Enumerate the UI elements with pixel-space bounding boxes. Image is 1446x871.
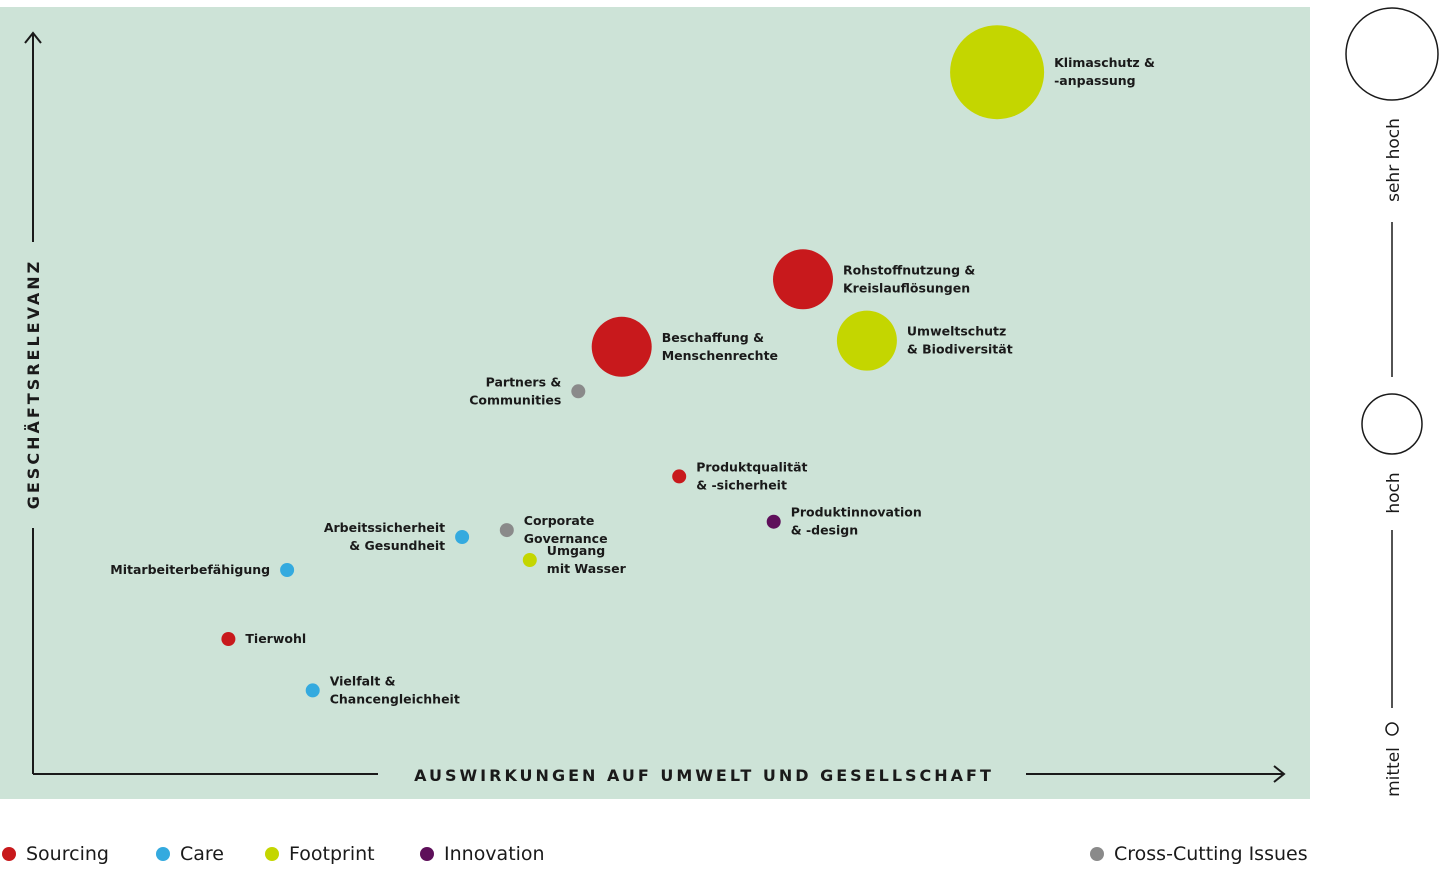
- data-points: Klimaschutz & -anpassung Rohstoffnutzung &…: [110, 25, 1155, 706]
- bubble-label: Arbeitssicherheit & Gesundheit: [324, 520, 445, 553]
- bubble-label: Produktinnovation & -design: [791, 505, 922, 538]
- bubble-innovation: [766, 514, 781, 529]
- y-axis-label: GESCHÄFTSRELEVANZ: [24, 259, 43, 510]
- bubble-label: Rohstoffnutzung & Kreislauflösungen: [843, 262, 975, 295]
- legend-label-sourcing: Sourcing: [26, 843, 109, 865]
- bubble-sourcing: [672, 469, 687, 484]
- legend-item-footprint: Footprint: [265, 838, 375, 870]
- legend-dot-sourcing: [2, 847, 16, 861]
- x-axis-label: AUSWIRKUNGEN AUF UMWELT UND GESELLSCHAFT: [414, 766, 994, 785]
- bubble-care: [455, 530, 470, 544]
- bubble-sourcing: [221, 632, 236, 646]
- bubble-label: Tierwohl: [245, 631, 306, 646]
- bubble-label: Partners & Communities: [469, 374, 561, 407]
- legend-item-care: Care: [156, 838, 224, 870]
- bubble-label: Umgang mit Wasser: [547, 543, 627, 576]
- legend-label-footprint: Footprint: [289, 843, 375, 865]
- bubble-label: Klimaschutz & -anpassung: [1054, 55, 1155, 88]
- category-legend: Sourcing Care Footprint Innovation Cross…: [0, 838, 1446, 870]
- bubble-sourcing: [773, 249, 833, 310]
- size-legend-circle-sehr-hoch: [1345, 7, 1439, 101]
- legend-item-cross-cutting: Cross-Cutting Issues: [1090, 838, 1308, 870]
- bubble-label: Vielfalt & Chancengleichheit: [330, 673, 460, 706]
- legend-item-innovation: Innovation: [420, 838, 545, 870]
- x-axis: AUSWIRKUNGEN AUF UMWELT UND GESELLSCHAFT: [33, 765, 1286, 785]
- legend-dot-innovation: [420, 847, 434, 861]
- legend-label-care: Care: [180, 843, 224, 865]
- bubble-footprint: [522, 553, 537, 567]
- bubble-label: Mitarbeiterbefähigung: [110, 562, 270, 577]
- bubble-footprint: [836, 310, 897, 371]
- bubble-sourcing: [591, 316, 652, 377]
- size-legend-label-hoch: hoch: [1384, 472, 1404, 513]
- legend-label-cross-cutting: Cross-Cutting Issues: [1114, 843, 1308, 865]
- bubble-care: [305, 683, 320, 698]
- size-legend-label-mittel: mittel: [1384, 747, 1404, 797]
- chart-background-panel: [0, 7, 1310, 799]
- size-legend-circle-mittel: [1385, 722, 1399, 736]
- legend-dot-cross-cutting: [1090, 847, 1104, 861]
- bubble-label: Umweltschutz & Biodiversität: [907, 324, 1013, 357]
- legend-dot-footprint: [265, 847, 279, 861]
- legend-dot-care: [156, 847, 170, 861]
- bubble-label: Beschaffung & Menschenrechte: [662, 330, 778, 363]
- size-legend: sehr hoch hoch mittel: [1345, 7, 1439, 797]
- bubble-cross_cutting: [571, 384, 586, 399]
- bubble-care: [280, 563, 295, 577]
- size-legend-circle-hoch: [1361, 393, 1423, 455]
- legend-item-sourcing: Sourcing: [2, 838, 109, 870]
- bubble-label: Produktqualität & -sicherheit: [696, 459, 807, 492]
- bubble-label: Corporate Governance: [524, 513, 608, 546]
- bubble-footprint: [950, 25, 1045, 120]
- y-axis: GESCHÄFTSRELEVANZ: [24, 31, 43, 774]
- size-legend-label-sehr-hoch: sehr hoch: [1384, 118, 1404, 202]
- legend-label-innovation: Innovation: [444, 843, 545, 865]
- bubble-cross_cutting: [499, 523, 514, 538]
